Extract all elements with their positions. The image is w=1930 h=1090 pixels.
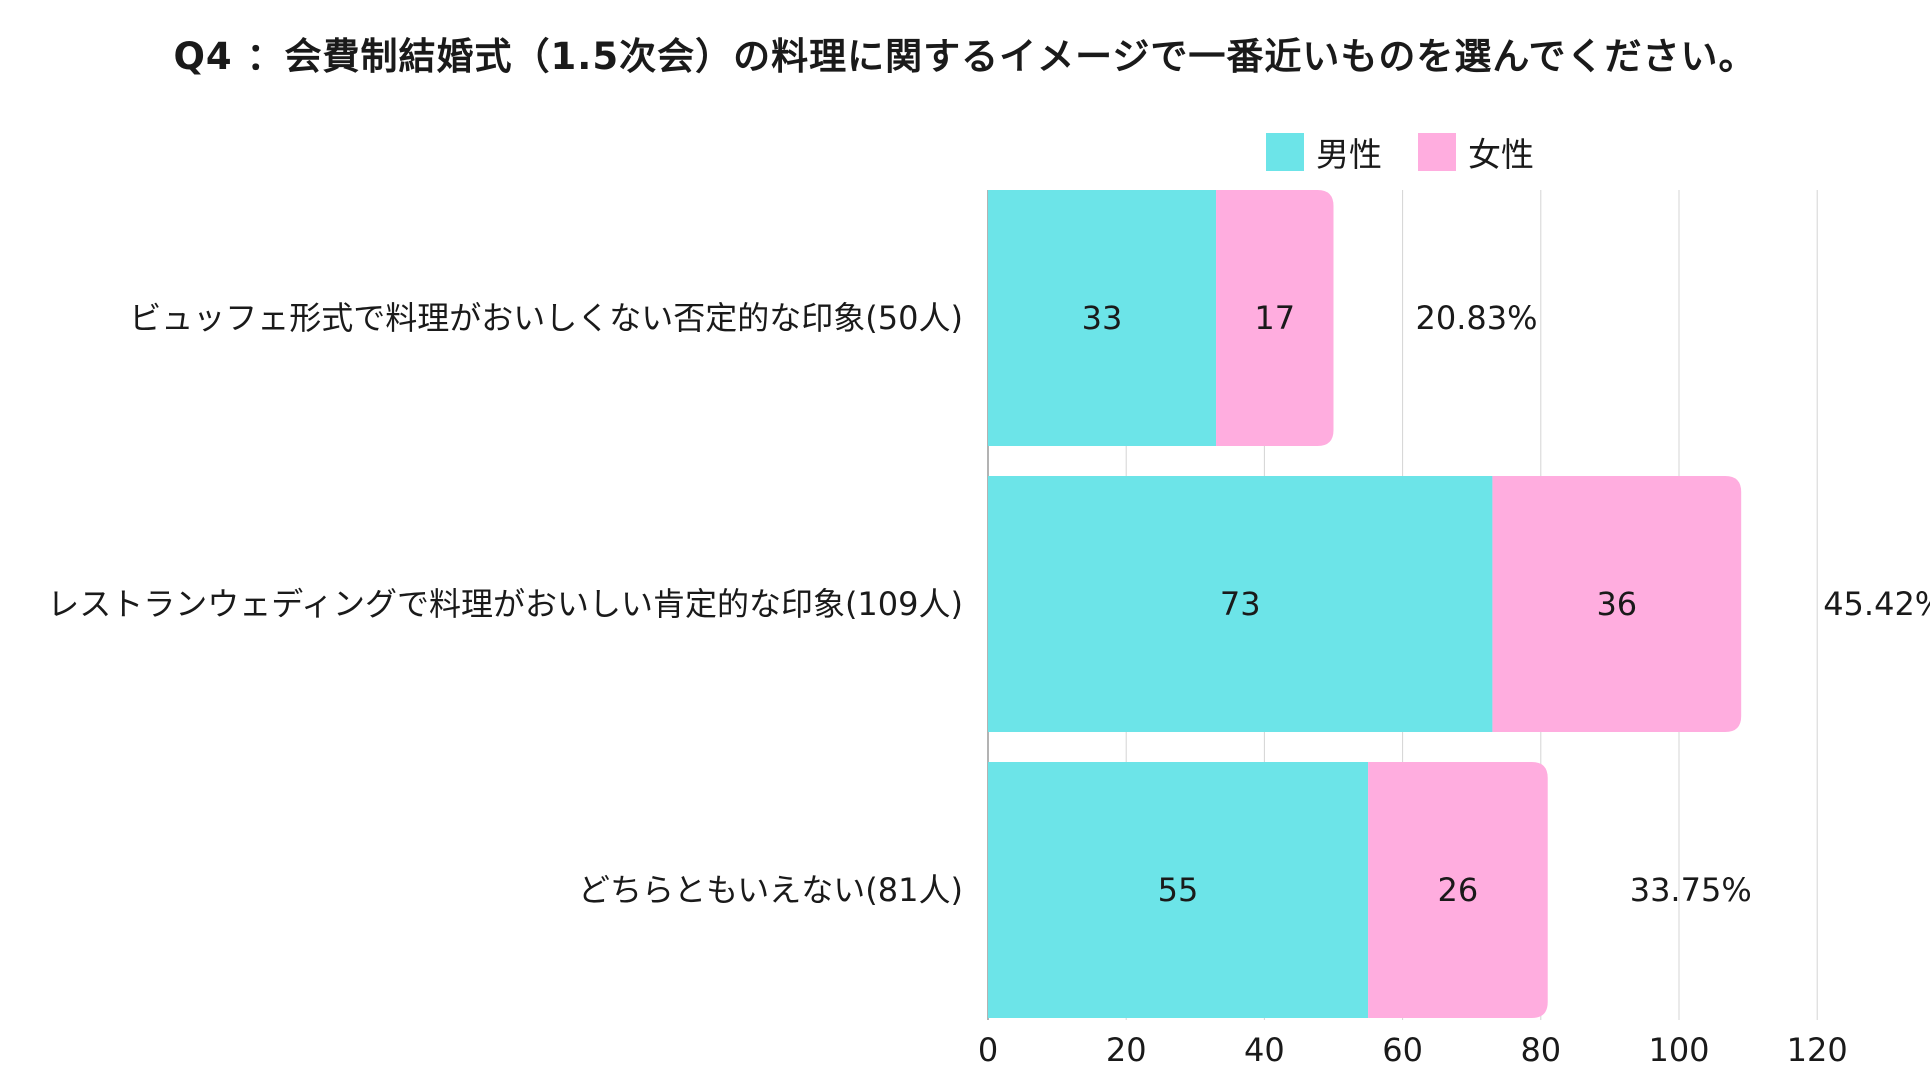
percent-label-2: 33.75% — [1630, 871, 1752, 909]
legend-label-female: 女性 — [1468, 135, 1534, 174]
x-tick-label-80: 80 — [1520, 1031, 1561, 1069]
bar-female-0 — [1216, 190, 1334, 446]
bar-value-label-female-1: 36 — [1596, 585, 1637, 623]
legend-swatch-male — [1266, 133, 1304, 171]
category-label-0: ビュッフェ形式で料理がおいしくない否定的な印象(50人) — [129, 299, 963, 337]
percent-label-1: 45.42% — [1823, 585, 1930, 623]
x-tick-label-100: 100 — [1648, 1031, 1709, 1069]
bar-value-label-female-0: 17 — [1254, 299, 1295, 337]
category-label-2: どちらともいえない(81人) — [578, 871, 963, 909]
legend-swatch-female — [1418, 133, 1456, 171]
chart-title: Q4 ：会費制結婚式（1.5次会）の料理に関するイメージで一番近いものを選んでく… — [173, 35, 1757, 78]
percent-label-0: 20.83% — [1416, 299, 1538, 337]
bar-value-label-female-2: 26 — [1438, 871, 1479, 909]
x-tick-label-120: 120 — [1787, 1031, 1848, 1069]
legend-label-male: 男性 — [1316, 135, 1382, 174]
bar-female-2 — [1368, 762, 1548, 1018]
bar-female-1 — [1492, 476, 1742, 732]
bar-male-2 — [988, 762, 1369, 1018]
bar-value-label-male-2: 55 — [1158, 871, 1199, 909]
category-label-1: レストランウェディングで料理がおいしい肯定的な印象(109人) — [47, 585, 963, 623]
bar-male-0 — [988, 190, 1217, 446]
bar-male-1 — [988, 476, 1493, 732]
x-tick-label-20: 20 — [1106, 1031, 1147, 1069]
legend: 男性 女性 — [1266, 128, 1570, 176]
legend-item-female: 女性 — [1418, 128, 1534, 176]
x-tick-label-60: 60 — [1382, 1031, 1423, 1069]
x-tick-label-0: 0 — [978, 1031, 998, 1069]
x-tick-label-40: 40 — [1244, 1031, 1285, 1069]
legend-item-male: 男性 — [1266, 128, 1382, 176]
bar-value-label-male-1: 73 — [1220, 585, 1261, 623]
bar-value-label-male-0: 33 — [1082, 299, 1123, 337]
